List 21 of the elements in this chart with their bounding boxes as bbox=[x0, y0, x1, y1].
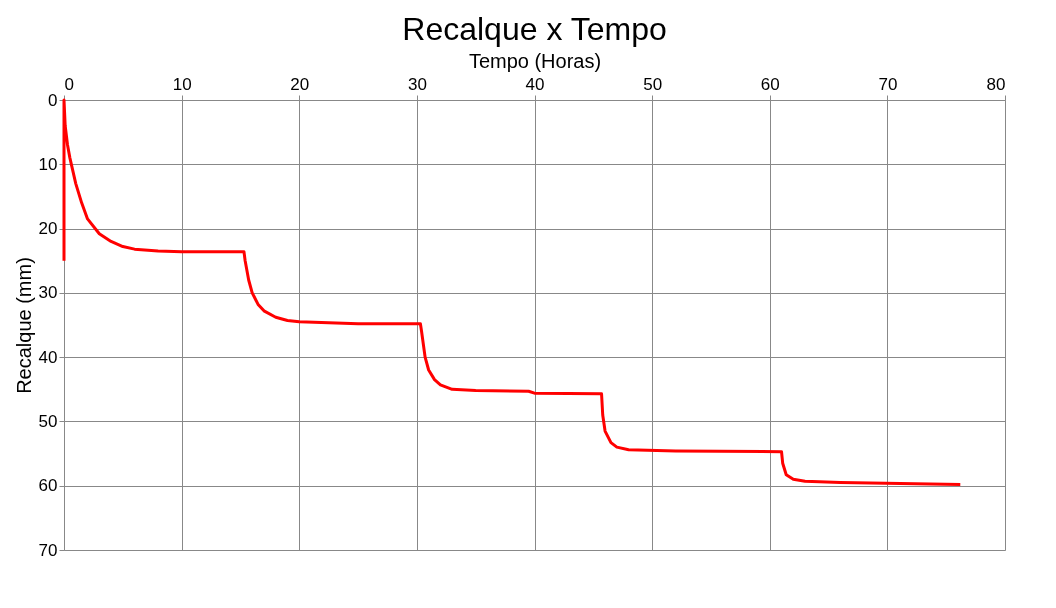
x-tick-label: 70 bbox=[878, 74, 898, 94]
y-tick-label: 70 bbox=[38, 540, 58, 560]
y-tick-label: 10 bbox=[38, 154, 58, 174]
y-tick-label: 40 bbox=[38, 347, 58, 367]
x-axis-title: Tempo (Horas) bbox=[468, 49, 602, 72]
y-tick-label: 50 bbox=[38, 411, 58, 431]
y-axis-title: Recalque (mm) bbox=[12, 257, 35, 394]
x-tick-label: 10 bbox=[172, 74, 192, 94]
chart-title: Recalque x Tempo bbox=[402, 11, 667, 47]
y-tick-label: 60 bbox=[38, 476, 58, 496]
x-tick-label: 40 bbox=[525, 74, 545, 94]
x-tick-label: 60 bbox=[760, 74, 780, 94]
y-tick-label: 30 bbox=[38, 283, 58, 303]
line-series bbox=[62, 98, 962, 486]
x-tick-label: 0 bbox=[64, 74, 74, 94]
x-tick-label: 50 bbox=[643, 74, 663, 94]
x-tick-label: 80 bbox=[986, 74, 1006, 94]
x-tick-label: 30 bbox=[407, 74, 427, 94]
y-tick-label: 0 bbox=[48, 90, 58, 110]
y-tick-label: 20 bbox=[38, 219, 58, 239]
x-tick-label: 20 bbox=[290, 74, 310, 94]
